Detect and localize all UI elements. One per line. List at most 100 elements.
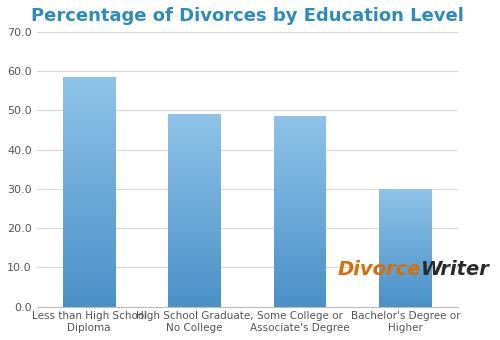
- Bar: [168, 176, 221, 178]
- Bar: [63, 173, 116, 176]
- Bar: [63, 105, 116, 107]
- Bar: [274, 153, 326, 154]
- Bar: [168, 303, 221, 305]
- Bar: [168, 184, 221, 186]
- Bar: [274, 198, 326, 200]
- Bar: [379, 229, 432, 230]
- Bar: [379, 257, 432, 258]
- Bar: [379, 279, 432, 281]
- Bar: [63, 265, 116, 268]
- Bar: [274, 156, 326, 158]
- Bar: [379, 225, 432, 226]
- Bar: [168, 141, 221, 143]
- Bar: [168, 218, 221, 220]
- Bar: [379, 239, 432, 241]
- Bar: [168, 151, 221, 153]
- Bar: [274, 168, 326, 170]
- Bar: [168, 182, 221, 184]
- Bar: [63, 155, 116, 157]
- Bar: [63, 263, 116, 265]
- Bar: [168, 195, 221, 197]
- Bar: [379, 266, 432, 267]
- Bar: [379, 242, 432, 243]
- Bar: [168, 243, 221, 245]
- Bar: [168, 130, 221, 132]
- Bar: [168, 115, 221, 116]
- Bar: [274, 151, 326, 153]
- Bar: [274, 208, 326, 209]
- Bar: [63, 183, 116, 185]
- Bar: [168, 210, 221, 212]
- Bar: [379, 209, 432, 210]
- Bar: [63, 217, 116, 219]
- Bar: [379, 230, 432, 231]
- Bar: [274, 253, 326, 255]
- Bar: [379, 195, 432, 196]
- Bar: [168, 207, 221, 208]
- Bar: [63, 91, 116, 93]
- Bar: [168, 132, 221, 134]
- Bar: [168, 116, 221, 118]
- Bar: [274, 293, 326, 295]
- Bar: [63, 298, 116, 300]
- Bar: [379, 270, 432, 271]
- Bar: [379, 205, 432, 207]
- Bar: [63, 169, 116, 171]
- Bar: [274, 240, 326, 242]
- Bar: [379, 210, 432, 211]
- Bar: [168, 226, 221, 228]
- Bar: [63, 258, 116, 261]
- Bar: [168, 232, 221, 234]
- Bar: [168, 216, 221, 218]
- Bar: [63, 102, 116, 105]
- Bar: [63, 130, 116, 132]
- Bar: [274, 134, 326, 135]
- Bar: [379, 281, 432, 282]
- Bar: [63, 199, 116, 201]
- Bar: [168, 286, 221, 287]
- Bar: [168, 274, 221, 276]
- Bar: [274, 122, 326, 124]
- Bar: [379, 235, 432, 236]
- Bar: [168, 159, 221, 160]
- Bar: [168, 245, 221, 247]
- Bar: [168, 212, 221, 214]
- Bar: [274, 160, 326, 162]
- Bar: [63, 190, 116, 192]
- Bar: [63, 86, 116, 89]
- Bar: [168, 222, 221, 224]
- Bar: [63, 164, 116, 167]
- Bar: [274, 219, 326, 221]
- Bar: [63, 160, 116, 162]
- Bar: [63, 272, 116, 274]
- Bar: [63, 240, 116, 242]
- Bar: [379, 233, 432, 234]
- Bar: [379, 248, 432, 249]
- Bar: [379, 288, 432, 289]
- Bar: [168, 268, 221, 270]
- Bar: [63, 208, 116, 210]
- Bar: [168, 187, 221, 189]
- Bar: [274, 124, 326, 126]
- Bar: [168, 157, 221, 159]
- Bar: [63, 162, 116, 164]
- Bar: [63, 222, 116, 224]
- Bar: [379, 196, 432, 197]
- Bar: [379, 274, 432, 275]
- Bar: [63, 167, 116, 169]
- Bar: [63, 245, 116, 247]
- Bar: [168, 280, 221, 282]
- Bar: [63, 84, 116, 86]
- Bar: [168, 255, 221, 257]
- Bar: [274, 259, 326, 261]
- Bar: [379, 267, 432, 268]
- Bar: [274, 126, 326, 128]
- Bar: [379, 282, 432, 283]
- Bar: [274, 250, 326, 252]
- Bar: [379, 299, 432, 300]
- Bar: [168, 153, 221, 155]
- Bar: [63, 254, 116, 256]
- Bar: [379, 255, 432, 256]
- Bar: [63, 153, 116, 155]
- Bar: [63, 279, 116, 282]
